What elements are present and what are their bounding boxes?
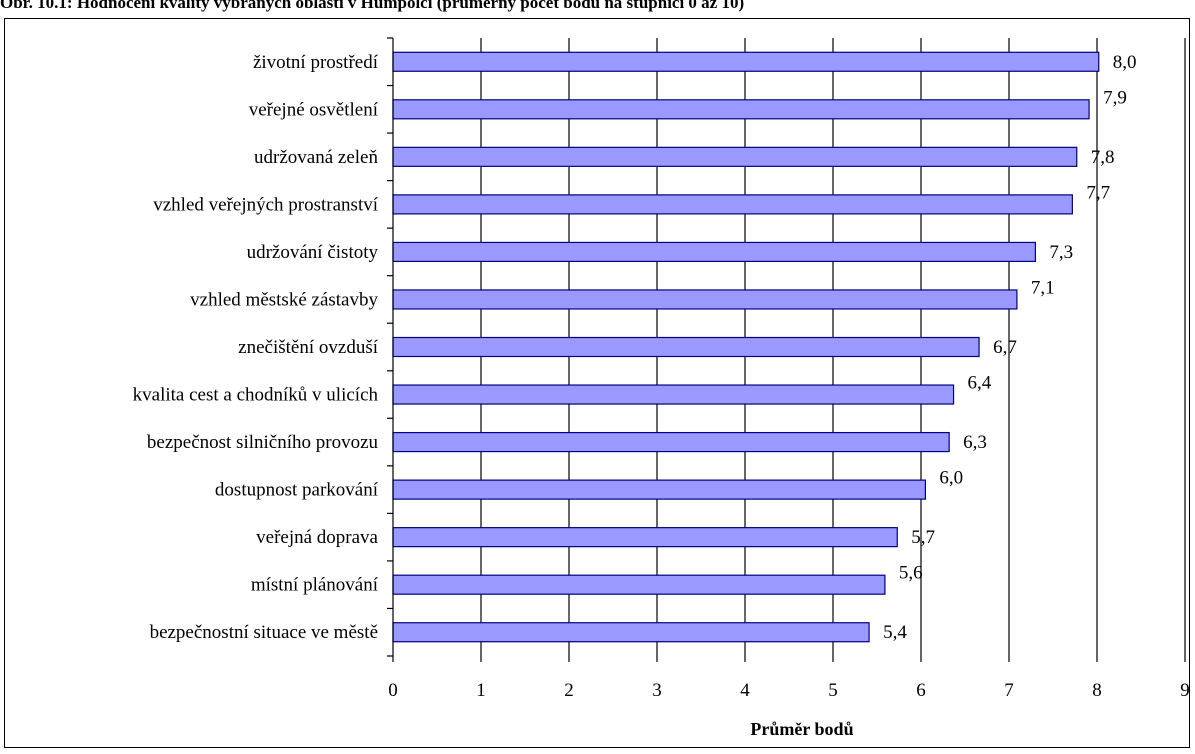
value-label: 6,3 [963, 432, 987, 453]
category-labels: životní prostředí veřejné osvětlení udržov… [133, 52, 379, 643]
category-label: kvalita cest a chodníků v ulicích [133, 385, 379, 406]
category-label: životní prostředí [253, 52, 379, 73]
category-label: bezpečnost silničního provozu [147, 432, 379, 453]
category-label: udržovaná zeleň [254, 147, 378, 168]
x-axis-label: Průměr bodů [750, 719, 853, 739]
value-label: 7,9 [1103, 87, 1127, 108]
x-tick-label: 7 [1004, 680, 1014, 701]
value-label: 8,0 [1113, 52, 1137, 73]
bar [392, 289, 1018, 310]
value-label: 6,0 [939, 468, 963, 489]
value-label: 5,6 [899, 563, 923, 584]
value-label: 7,8 [1091, 147, 1115, 168]
x-tick-label: 8 [1092, 680, 1102, 701]
value-label: 7,1 [1031, 277, 1055, 298]
category-label: dostupnost parkování [215, 480, 379, 501]
bar [392, 241, 1037, 263]
bar [392, 431, 950, 453]
x-tick-label: 0 [388, 680, 398, 701]
value-labels: 8,0 7,9 7,8 7,7 7,3 7,1 6,76,4 6,36,0 5,7 5,6 5,4 [883, 52, 1136, 643]
category-label: udržování čistoty [247, 242, 379, 263]
value-label: 7,7 [1086, 182, 1110, 203]
x-tick-label: 1 [476, 680, 486, 701]
category-label: bezpečnostní situace ve městě [150, 622, 378, 643]
bar [392, 336, 980, 358]
bar [392, 146, 1078, 167]
category-label: veřejné osvětlení [249, 99, 379, 120]
bar [392, 194, 1073, 215]
category-label: veřejná doprava [256, 527, 378, 548]
x-tick-label: 5 [828, 680, 838, 701]
x-tick-labels: 0 1 2 3 4 5 6 7 8 9 [388, 680, 1190, 701]
value-label: 6,4 [968, 373, 992, 394]
x-tick-label: 9 [1180, 680, 1190, 701]
value-label: 5,7 [911, 527, 935, 548]
chart-frame [4, 18, 1190, 748]
bar [392, 574, 886, 595]
chart-title: Obr. 10.1: Hodnocení kvality vybraných o… [0, 0, 745, 12]
x-tick-label: 6 [916, 680, 926, 701]
axes [387, 37, 1186, 662]
x-tick-label: 4 [740, 680, 750, 701]
x-tick-label: 2 [564, 680, 574, 701]
bar [392, 99, 1090, 120]
category-label: znečištění ovzduší [238, 337, 379, 358]
bar [392, 51, 1100, 72]
value-label: 7,3 [1049, 242, 1073, 263]
bar [392, 479, 927, 500]
category-label: vzhled veřejných prostranství [153, 194, 378, 215]
category-label: místní plánování [251, 575, 379, 596]
bar [392, 622, 870, 643]
category-label: vzhled městské zástavby [190, 289, 378, 310]
value-label: 5,4 [883, 622, 907, 643]
bar [392, 384, 955, 405]
x-tick-label: 3 [652, 680, 662, 701]
bar [392, 527, 898, 548]
value-label: 6,7 [993, 337, 1017, 358]
